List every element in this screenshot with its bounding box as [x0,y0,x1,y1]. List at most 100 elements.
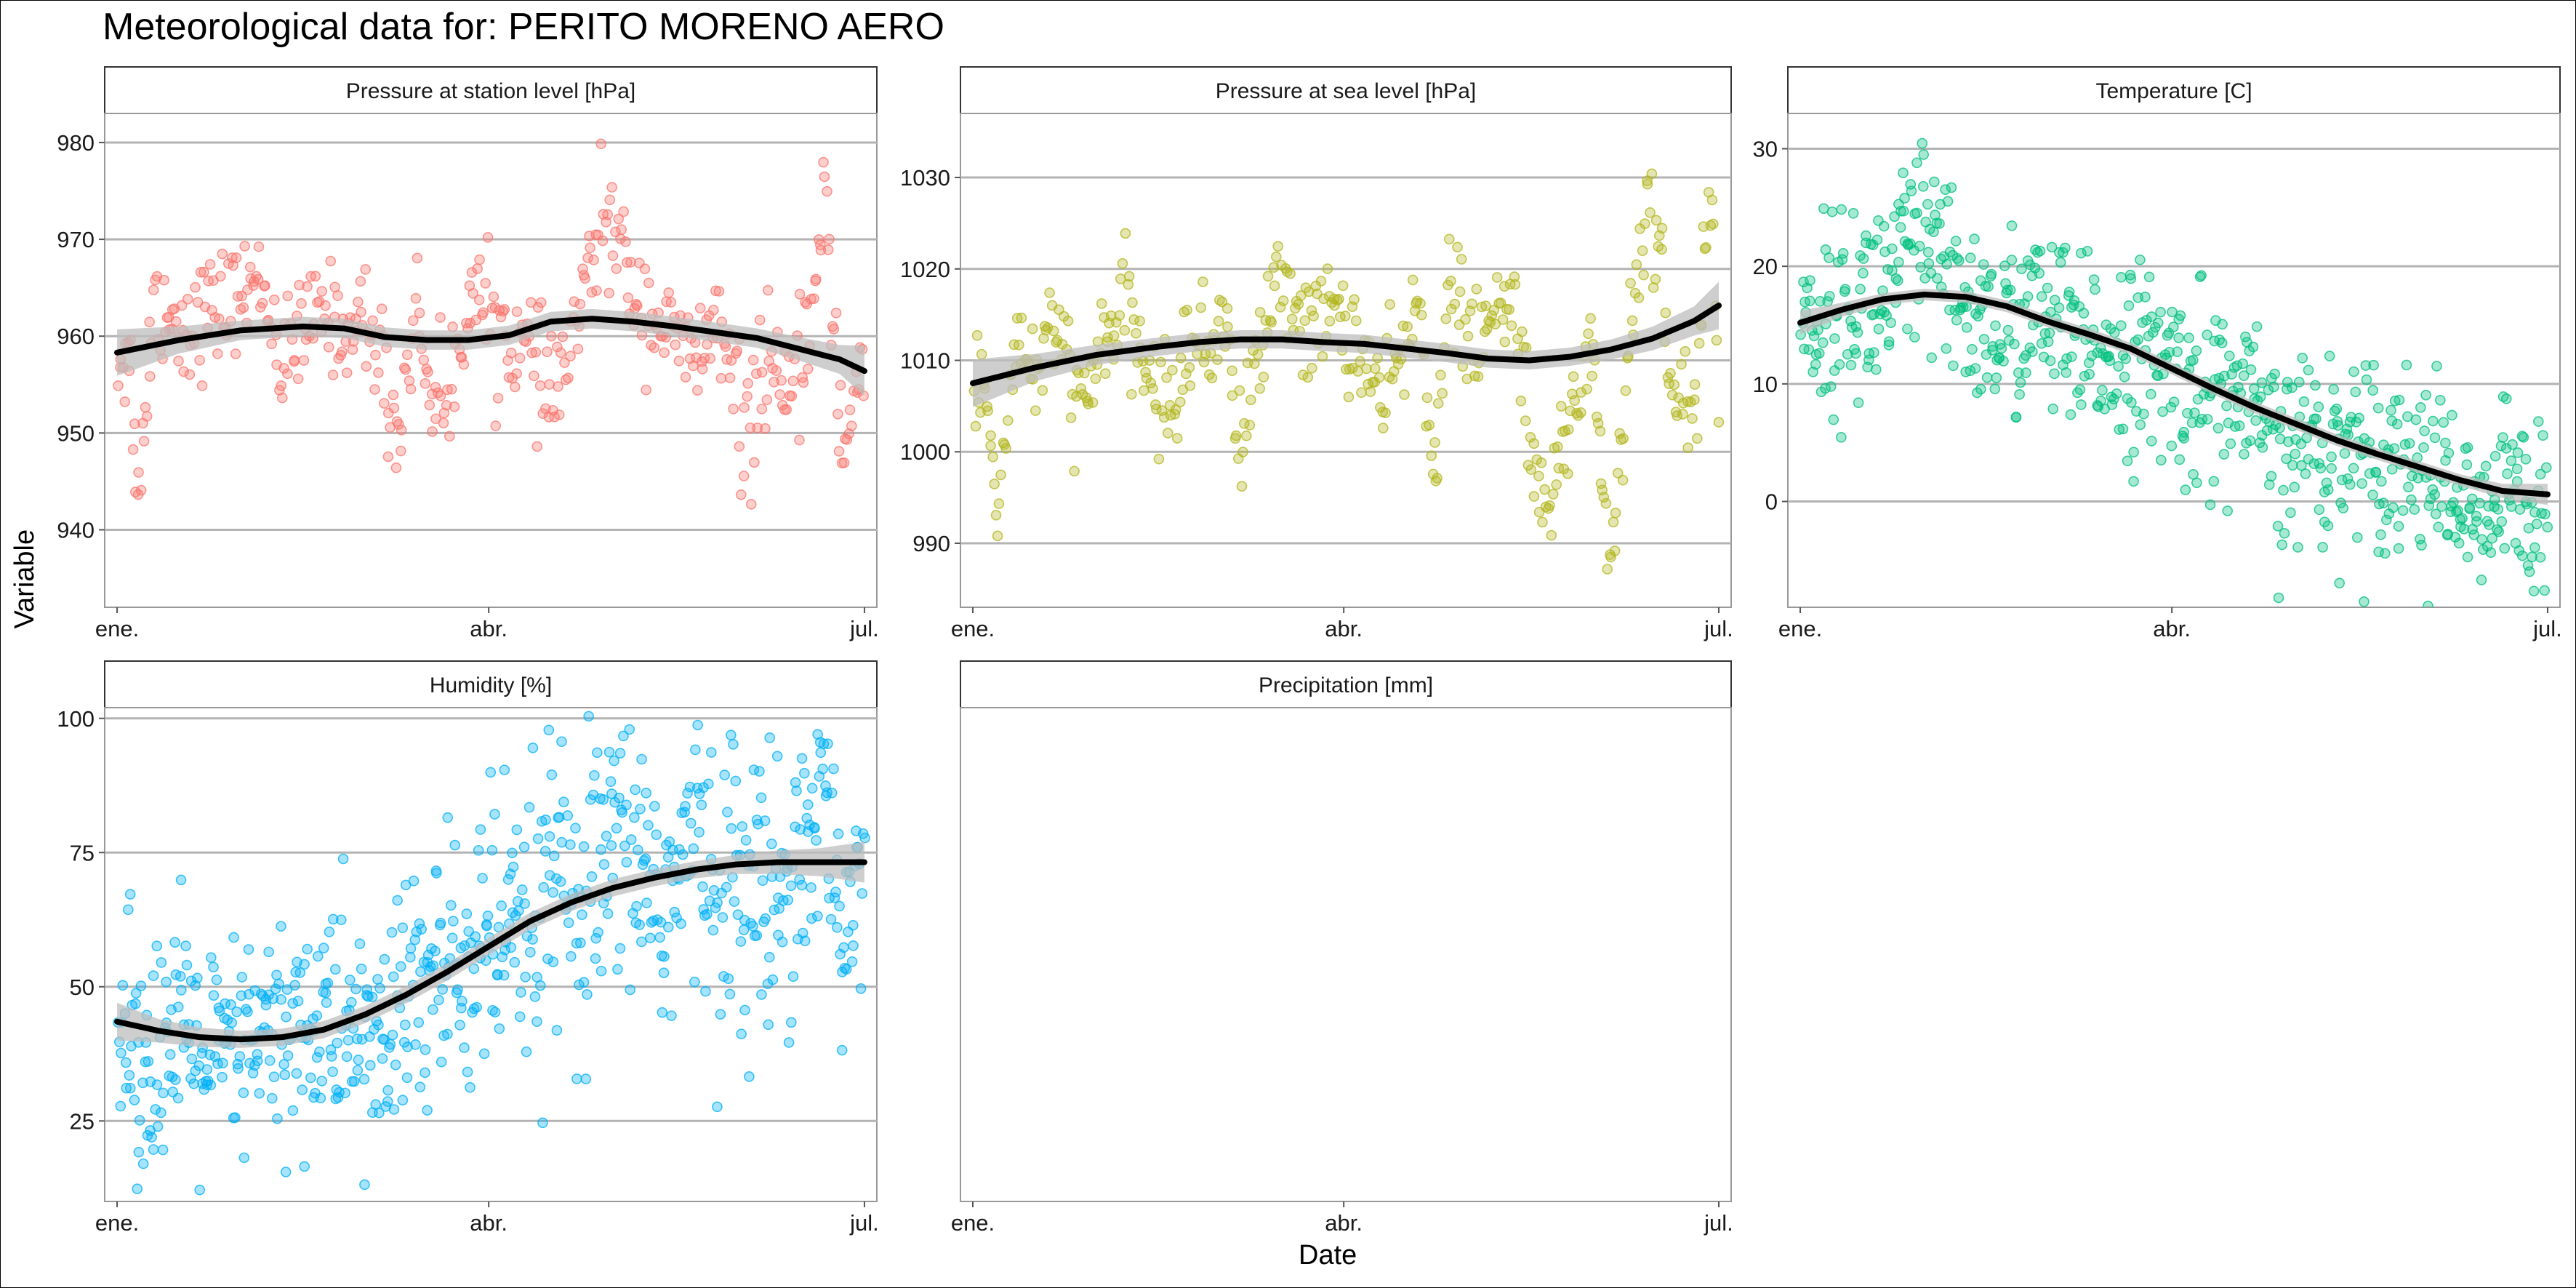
data-point [578,977,590,988]
data-point [614,792,625,804]
data-point [452,984,463,996]
data-point [1547,489,1559,500]
data-point [577,909,587,921]
data-point [2461,459,2473,471]
data-point [1640,218,1650,229]
data-point [1131,328,1141,339]
data-point [544,831,555,842]
data-point [523,801,535,813]
data-point [1114,310,1126,321]
data-point [1689,379,1701,390]
data-point [1996,343,2007,354]
data-point [2415,401,2426,413]
data-point [314,1046,325,1057]
data-point [228,932,239,943]
data-point [2218,449,2230,460]
x-tick-label: ene. [95,1210,139,1236]
data-point [2078,308,2090,319]
data-point [1123,279,1134,290]
data-point [2311,413,2322,425]
data-point [525,297,537,308]
data-point [836,1044,848,1056]
data-point [1858,253,1869,264]
data-point [759,815,771,826]
data-point [2315,463,2327,474]
data-point [2143,271,2155,283]
data-point [2458,524,2470,535]
data-point [367,315,378,327]
x-tick-label: abr. [2153,616,2191,641]
data-point [2156,455,2167,465]
data-point [1991,372,2002,383]
data-point [395,961,406,972]
data-point [379,953,390,965]
data-point [511,306,523,317]
data-point [180,940,191,951]
data-point [2213,372,2225,384]
data-layer [1795,137,2553,607]
data-point [1594,425,1606,437]
data-point [571,1073,582,1084]
data-point [1495,297,1506,308]
confidence-ribbon [117,308,864,396]
data-point [531,1016,542,1027]
data-point [1951,314,1962,326]
data-point [1645,207,1656,218]
data-point [796,753,808,764]
data-point [537,1117,548,1129]
data-point [976,348,987,360]
data-point [442,1028,453,1040]
data-point [515,987,526,998]
data-point [266,338,277,350]
data-point [2324,351,2335,361]
data-point [1941,259,1952,270]
facet-strip [960,66,1732,114]
data-point [264,1055,276,1066]
data-point [542,953,553,964]
data-point [1402,321,1413,332]
data-point [2348,463,2359,474]
data-point [602,209,614,220]
data-point [2124,269,2136,281]
data-point [1027,323,1038,335]
data-point [2247,341,2259,353]
data-point [985,430,996,441]
data-point [1227,390,1238,401]
data-point [781,404,793,415]
data-point [433,994,444,1006]
data-point [1240,430,1252,441]
data-point [2157,406,2168,417]
data-point [548,850,560,862]
data-point [127,444,139,455]
data-point [2314,504,2325,516]
data-point [263,946,274,958]
data-point [1562,424,1574,435]
data-point [1424,420,1435,431]
data-point [407,315,419,327]
data-point [2393,521,2404,532]
data-point [1631,259,1642,271]
data-point [387,1029,398,1041]
data-point [1689,394,1700,406]
x-tick-label: abr. [470,1210,507,1236]
data-point [329,281,340,293]
y-tick-label: 20 [1753,254,1778,279]
data-point [559,357,570,368]
data-point [619,840,630,852]
data-point [1940,184,1951,195]
data-point [631,900,642,912]
smooth-line [114,859,867,1043]
data-point [749,457,760,468]
data-point [1399,389,1410,400]
facet-panel: Precipitation [mm] ene. abr. jul. [951,660,1733,1236]
smooth-line [114,316,867,375]
data-point [2237,358,2248,369]
data-point [1170,404,1181,415]
data-point [2536,508,2547,519]
data-point [1902,323,1913,335]
data-point [2296,460,2307,471]
data-point [278,1059,289,1070]
data-point [607,250,619,261]
data-point [553,409,565,420]
data-point [1873,324,1885,335]
